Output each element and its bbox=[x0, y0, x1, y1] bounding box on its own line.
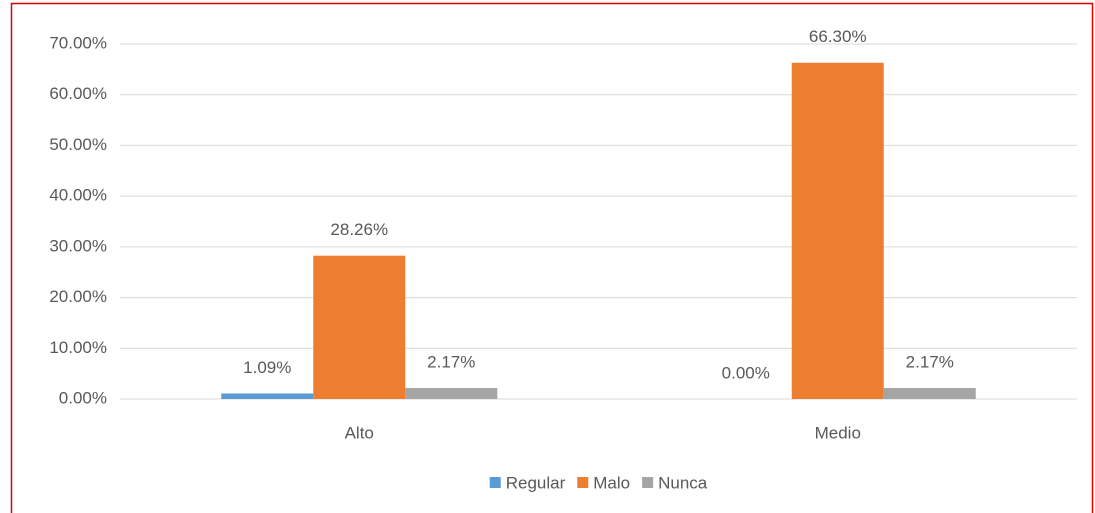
bar bbox=[791, 62, 884, 400]
y-tick-label: 0.00% bbox=[59, 388, 107, 407]
legend-swatch bbox=[642, 477, 654, 488]
y-tick-label: 70.00% bbox=[49, 33, 107, 52]
x-tick-label: Alto bbox=[345, 423, 374, 442]
value-label: 66.30% bbox=[809, 27, 867, 46]
y-tick-label: 10.00% bbox=[49, 338, 107, 357]
legend-swatch bbox=[577, 477, 589, 488]
y-tick-label: 50.00% bbox=[49, 135, 107, 154]
x-tick-label: Medio bbox=[815, 423, 861, 442]
legend-label: Regular bbox=[506, 473, 566, 492]
value-label: 28.26% bbox=[330, 220, 388, 239]
bar bbox=[313, 255, 406, 399]
legend-swatch bbox=[489, 477, 501, 488]
bar bbox=[883, 387, 976, 399]
y-tick-label: 40.00% bbox=[49, 186, 107, 205]
legend-label: Malo bbox=[593, 473, 630, 492]
y-tick-label: 60.00% bbox=[49, 84, 107, 103]
value-label: 0.00% bbox=[722, 363, 770, 382]
bar bbox=[221, 393, 314, 399]
y-tick-label: 20.00% bbox=[49, 287, 107, 306]
value-label: 2.17% bbox=[427, 352, 475, 371]
legend-label: Nunca bbox=[658, 473, 708, 492]
y-tick-label: 30.00% bbox=[49, 236, 107, 255]
value-label: 2.17% bbox=[906, 352, 954, 371]
frame bbox=[10, 2, 1094, 513]
bar bbox=[405, 387, 498, 399]
value-label: 1.09% bbox=[243, 358, 291, 377]
